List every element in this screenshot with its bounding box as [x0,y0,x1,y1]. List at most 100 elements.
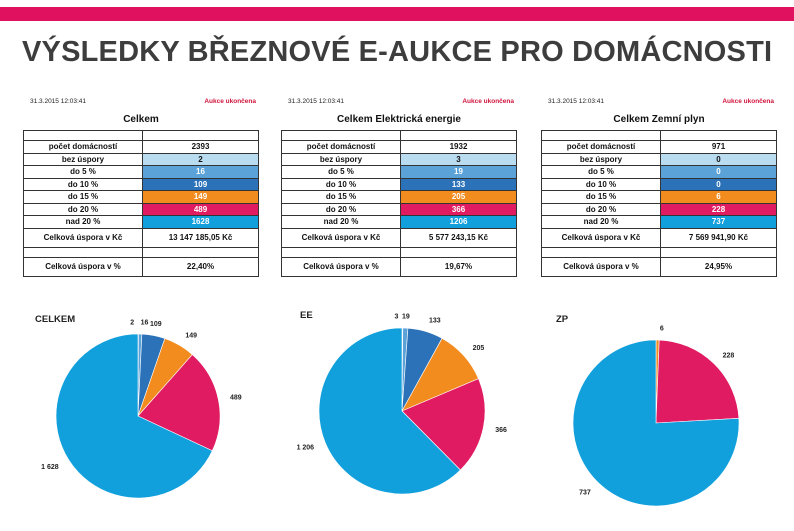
row-label: do 20 % [23,202,143,216]
pie-slice-5 [401,378,486,471]
panel-meta: 31.3.2015 12:03:41 Aukce ukončena [280,94,518,108]
pie-chart-3: ZP 6 228 737 [556,314,740,507]
row-value: 1206 [400,215,517,229]
accent-bar [0,7,794,21]
row-value: 109 [142,177,259,191]
panel-zp: 31.3.2015 12:03:41 Aukce ukončena Celkem… [540,94,778,277]
empty-cell [23,246,143,258]
row-value: 2393 [142,140,259,154]
panel-meta: 31.3.2015 12:03:41 Aukce ukončena [540,94,778,108]
empty-cell [660,246,777,258]
pie-data-label: 6 [660,326,664,333]
savings-pct-value: 24,95% [660,256,777,277]
pie-data-label: 16 [141,320,149,327]
auction-status: Aukce ukončena [462,98,514,105]
empty-cell [142,130,259,141]
pie-slice-6 [572,339,740,507]
timestamp: 31.3.2015 12:03:41 [548,98,605,105]
pie-data-label: 737 [579,490,591,497]
pie-data-label: 109 [150,321,162,328]
row-label: počet domácností [281,140,401,154]
savings-czk-label: Celková úspora v Kč [541,227,661,248]
savings-pct-value: 22,40% [142,256,259,277]
row-label: do 10 % [541,177,661,191]
savings-czk-value: 5 577 243,15 Kč [400,227,517,248]
row-value: 0 [660,177,777,191]
pie-data-label: 133 [429,317,441,324]
empty-cell [142,246,259,258]
row-label: bez úspory [23,152,143,166]
results-table: počet domácností 1932 bez úspory 3 do 5 % 1… [281,130,517,277]
row-label: nad 20 % [541,215,661,229]
page-title: VÝSLEDKY BŘEZNOVÉ E-AUKCE PRO DOMÁCNOSTI [22,36,773,68]
row-label: do 20 % [541,202,661,216]
pie-slice-2 [137,333,143,417]
panel-title: Celkem Zemní plyn [613,114,705,125]
row-label: bez úspory [281,152,401,166]
row-value: 205 [400,190,517,204]
row-label: počet domácností [541,140,661,154]
pie-data-label: 1 628 [41,464,59,471]
pie-data-label: 2 [130,320,134,327]
row-value: 3 [400,152,517,166]
pie-data-label: 3 [395,314,399,321]
row-value: 737 [660,215,777,229]
savings-pct-label: Celková úspora v % [541,256,661,277]
pie-data-label: 228 [723,353,735,360]
panel-title: Celkem [123,114,159,125]
savings-czk-value: 13 147 185,05 Kč [142,227,259,248]
row-value: 0 [660,165,777,179]
empty-cell [281,246,401,258]
row-label: do 5 % [23,165,143,179]
pie-slice-1 [401,327,404,412]
empty-cell [660,130,777,141]
pie-title: CELKEM [35,314,75,325]
pie-slice-6 [318,327,461,495]
results-table: počet domácností 2393 bez úspory 2 do 5 % 1… [23,130,259,277]
savings-czk-label: Celková úspora v Kč [23,227,143,248]
pie-slice-4 [137,338,193,417]
pie-slice-5 [655,339,740,424]
row-value: 228 [660,202,777,216]
timestamp: 31.3.2015 12:03:41 [288,98,345,105]
pie-data-label: 19 [402,314,410,321]
timestamp: 31.3.2015 12:03:41 [30,98,87,105]
row-label: do 20 % [281,202,401,216]
savings-pct-label: Celková úspora v % [23,256,143,277]
row-label: bez úspory [541,152,661,166]
row-value: 366 [400,202,517,216]
panel-ee: 31.3.2015 12:03:41 Aukce ukončena Celkem… [280,94,518,277]
row-value: 6 [660,190,777,204]
row-label: do 15 % [541,190,661,204]
row-label: do 15 % [281,190,401,204]
pie-slice-4 [655,339,660,424]
auction-status: Aukce ukončena [722,98,774,105]
auction-status: Aukce ukončena [204,98,256,105]
pie-data-label: 366 [495,427,507,434]
savings-czk-label: Celková úspora v Kč [281,227,401,248]
row-label: do 10 % [23,177,143,191]
row-value: 489 [142,202,259,216]
empty-cell [541,246,661,258]
row-label: do 5 % [281,165,401,179]
savings-pct-value: 19,67% [400,256,517,277]
row-label: do 10 % [281,177,401,191]
pie-slice-3 [137,333,166,417]
pie-title: ZP [556,314,569,325]
pie-slice-5 [137,354,221,452]
pie-data-label: 205 [473,345,485,352]
row-value: 0 [660,152,777,166]
pie-chart-2: EE 3 19 133 205 366 1 206 [297,310,507,495]
row-value: 1932 [400,140,517,154]
row-value: 19 [400,165,517,179]
pie-data-label: 1 206 [297,445,315,452]
row-label: do 5 % [541,165,661,179]
row-value: 16 [142,165,259,179]
pie-slice-2 [401,327,409,412]
row-value: 149 [142,190,259,204]
savings-pct-label: Celková úspora v % [281,256,401,277]
row-value: 133 [400,177,517,191]
pie-slice-3 [401,327,443,412]
empty-cell [281,130,401,141]
empty-cell [400,246,517,258]
